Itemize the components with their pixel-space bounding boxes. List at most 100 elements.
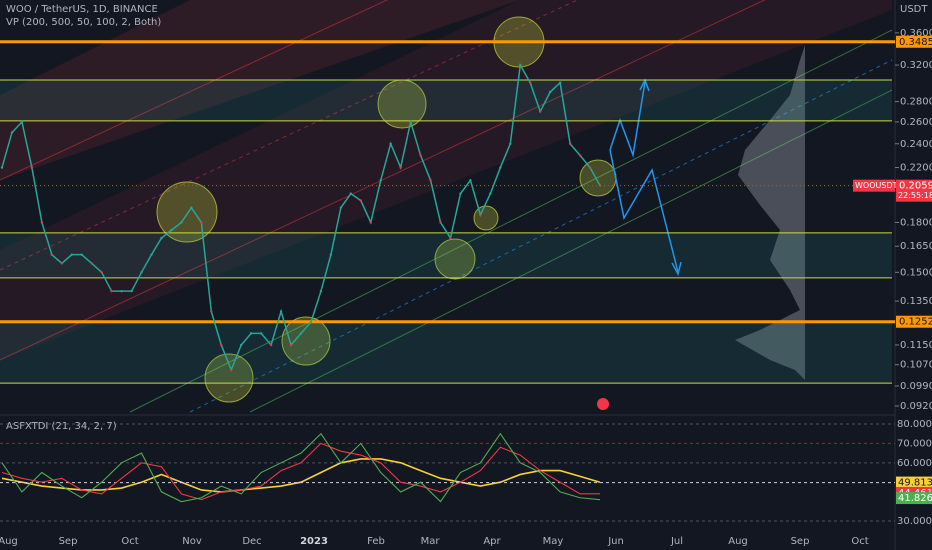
time-label: Aug [0,536,18,547]
price-point [230,368,233,372]
osc-line [1,442,600,501]
y-tick-label: 0.0990 [900,381,932,392]
level-tag [896,35,932,48]
time-label: Sep [791,536,810,547]
channel-line [189,59,893,413]
osc-last-tag [896,492,932,505]
price-point [459,192,462,195]
price-point [369,221,372,224]
osc-last-tag [896,476,932,489]
level-label: 0.3485 [899,37,932,48]
time-label: May [543,536,564,547]
price-point [190,206,193,209]
y-tick-label: 0.1650 [900,241,932,252]
price-point [419,154,422,157]
price-point [210,310,213,313]
time-label: Jun [607,536,624,547]
price-point [0,166,4,169]
time-label: Feb [367,536,385,547]
price-point [339,206,343,209]
price-point [279,310,283,313]
y-tick-label: 0.0920 [900,401,932,412]
y-tick-label: 0.2200 [900,163,932,174]
price-point [20,120,24,124]
last-symbol: WOOUSDT [855,181,898,190]
y-tick-label: 0.1350 [900,296,932,307]
channel-line [249,89,893,413]
price-point [489,192,492,195]
time-label: Sep [59,536,78,547]
price-point [240,343,243,347]
symbol-title: WOO / TetherUS, 1D, BINANCE [6,4,158,15]
channel-line [129,29,893,413]
level-label: 0.1252 [899,317,932,328]
osc-tick-label: 60.0000 [897,458,932,469]
time-label: Mar [421,536,441,547]
price-point [160,236,163,240]
channel-line [0,0,766,361]
oscillator-title: ASFXTDI (21, 34, 2, 7) [6,421,117,432]
price-point [479,213,482,217]
volume-profile [735,45,805,380]
price-point [568,142,572,145]
price-point [120,289,123,293]
time-label: Oct [121,536,138,547]
drawings [0,0,896,550]
y-tick-label: 0.3600 [900,28,932,39]
alert-icon[interactable] [597,398,609,410]
time-label: Jul [670,536,683,547]
price-point [359,199,362,202]
price-point [110,289,113,293]
y-tick-label: 0.1800 [900,217,932,228]
price-point [70,253,73,256]
price-point [80,253,83,256]
zone [0,80,892,121]
osc-last-label: 41.8260 [898,493,932,504]
price-point [379,179,382,182]
price-point [558,81,562,84]
y-tick-label: 0.1500 [900,267,932,278]
time-label: 2023 [300,536,328,547]
price-point [150,253,153,256]
price-point [578,154,582,157]
time-label: Aug [728,536,748,547]
price-point [529,81,532,84]
price-point [200,221,203,224]
y-tick-label: 0.2800 [900,97,932,108]
price-point [399,166,402,169]
time-label: Oct [851,536,868,547]
last-symbol-tag [853,179,895,192]
price-point [439,221,442,224]
price-point [249,332,253,335]
price-point [519,63,522,67]
price-point [539,110,542,113]
price-point [349,192,353,195]
price-point [509,142,512,145]
price-point [409,120,412,124]
price-point [309,320,313,324]
vp-title: VP (200, 500, 50, 100, 2, Both) [6,17,161,28]
channel-line [0,0,579,271]
price-point [180,221,183,224]
price-point [389,142,392,145]
red-channel [0,0,520,180]
price-point [269,343,273,347]
currency: USDT [900,4,928,15]
last-price: 0.2059 [899,181,932,192]
osc-last-label: 49.8136 [898,478,932,489]
price-point [100,271,103,274]
y-tick-label: 0.3200 [900,60,932,71]
osc-line [1,432,601,503]
countdown: 22:55:18 [898,191,932,200]
price-point [30,166,34,169]
level-tag [896,315,932,328]
time-label: Dec [242,536,261,547]
price-point [50,253,54,256]
price-point [588,166,592,169]
price-point [289,343,293,347]
osc-tick-label: 30.0000 [897,516,932,527]
zone [0,232,892,278]
price-point [299,332,303,335]
